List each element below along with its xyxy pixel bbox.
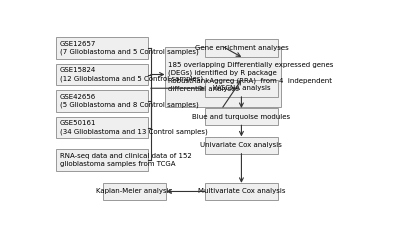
FancyBboxPatch shape (56, 149, 148, 171)
Text: Blue and turquoise modules: Blue and turquoise modules (192, 114, 290, 120)
FancyBboxPatch shape (56, 37, 148, 59)
FancyBboxPatch shape (56, 64, 148, 85)
Text: RNA-seq data and clinical data of 152
glioblastoma samples from TCGA: RNA-seq data and clinical data of 152 gl… (60, 153, 192, 167)
Text: Multivariate Cox analysis: Multivariate Cox analysis (198, 188, 285, 195)
FancyBboxPatch shape (165, 46, 281, 107)
FancyBboxPatch shape (205, 137, 278, 154)
Text: GSE42656
(5 Glioblastoma and 8 Control samples): GSE42656 (5 Glioblastoma and 8 Control s… (60, 94, 199, 108)
FancyBboxPatch shape (205, 80, 278, 97)
Text: GSE12657
(7 Glioblastoma and 5 Control samples): GSE12657 (7 Glioblastoma and 5 Control s… (60, 41, 199, 55)
Text: Gene enrichment analyses: Gene enrichment analyses (194, 45, 288, 51)
Text: GSE50161
(34 Glioblastoma and 13 Control samples): GSE50161 (34 Glioblastoma and 13 Control… (60, 121, 208, 135)
FancyBboxPatch shape (56, 90, 148, 112)
Text: Kaplan-Meier analysis: Kaplan-Meier analysis (96, 188, 173, 195)
FancyBboxPatch shape (103, 183, 166, 200)
FancyBboxPatch shape (205, 183, 278, 200)
FancyBboxPatch shape (56, 117, 148, 138)
FancyBboxPatch shape (205, 108, 278, 125)
Text: WGCNA analysis: WGCNA analysis (213, 85, 270, 91)
Text: GSE15824
(12 Glioblastoma and 5 Control samples): GSE15824 (12 Glioblastoma and 5 Control … (60, 67, 203, 82)
Text: Univariate Cox analysis: Univariate Cox analysis (200, 142, 282, 148)
FancyBboxPatch shape (205, 39, 278, 57)
Text: 185 overlapping Differentially expressed genes
(DEGs) identified by R package
Ro: 185 overlapping Differentially expressed… (168, 62, 334, 92)
